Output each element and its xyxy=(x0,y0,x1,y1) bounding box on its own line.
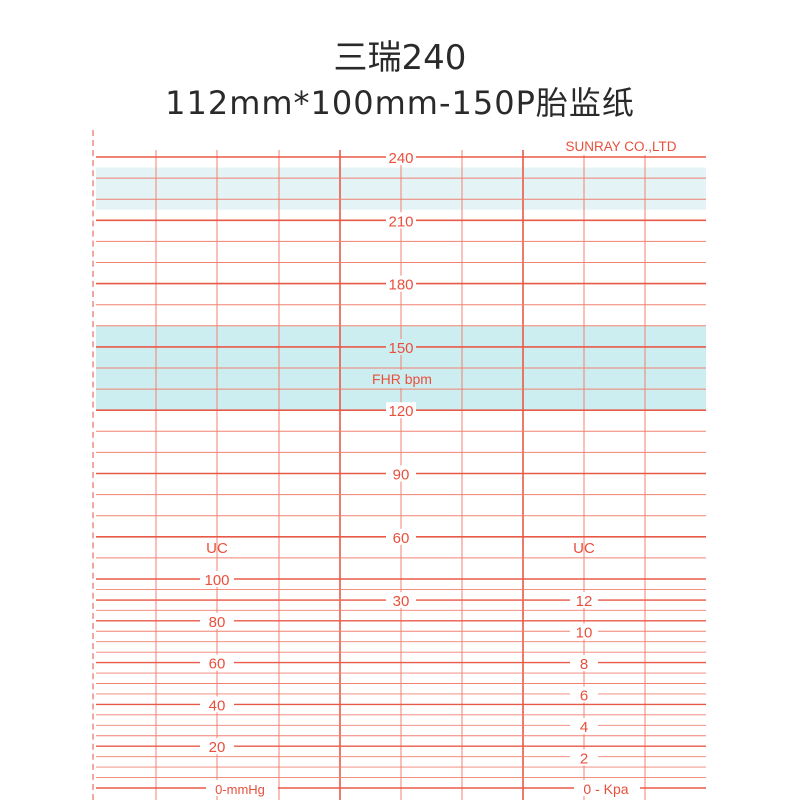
uc-left-label: 100 xyxy=(204,572,229,589)
fhr-label-bg xyxy=(386,212,416,229)
uc-left-label-bg xyxy=(200,696,234,713)
fhr-label-bg xyxy=(386,275,416,292)
fhr-label-bg xyxy=(386,338,416,355)
uc-right-label: 4 xyxy=(580,719,588,736)
product-spec: 112mm*100mm-150P胎监纸 xyxy=(165,84,635,122)
fhr-scale-label: 30 xyxy=(393,593,410,610)
uc-right-zero-label: 0 - Kpa xyxy=(583,781,628,797)
uc-right-label: 10 xyxy=(576,625,593,642)
uc-right-label: 8 xyxy=(580,656,588,673)
paper-perforation xyxy=(92,130,96,800)
uc-left-label-bg xyxy=(200,738,234,755)
uc-right-label-bg xyxy=(570,655,598,671)
product-title: 三瑞240 xyxy=(333,38,467,78)
uc-left-label-bg xyxy=(200,654,234,671)
fhr-label-bg xyxy=(386,465,416,482)
uc-right-label: 2 xyxy=(580,751,588,768)
uc-right-label-bg xyxy=(570,623,598,640)
uc-right-label: 12 xyxy=(576,593,593,610)
uc-left-title: UC xyxy=(206,540,228,557)
uc-right-label-bg xyxy=(570,592,598,608)
uc-left-label-bg xyxy=(200,612,234,629)
fhr-label-bg xyxy=(386,528,416,545)
uc-left-zero-bg xyxy=(206,780,278,796)
fhr-scale-label: 180 xyxy=(388,277,413,294)
uc-right-label: 6 xyxy=(580,688,588,705)
fhr-label-bg xyxy=(386,592,416,609)
uc-left-label: 40 xyxy=(209,697,226,714)
fhr-scale-label: 120 xyxy=(388,403,413,420)
uc-right-label-bg xyxy=(570,718,598,734)
fhr-label-bg xyxy=(386,149,416,165)
fhr-unit-label: FHR bpm xyxy=(372,371,432,387)
uc-left-label: 80 xyxy=(209,614,226,631)
brand-bg xyxy=(548,137,696,155)
fhr-scale-label: 60 xyxy=(393,530,410,547)
brand-label: SUNRAY CO.,LTD xyxy=(565,139,676,154)
uc-right-zero-bg xyxy=(574,780,640,796)
uc-right-label-bg xyxy=(570,686,598,703)
uc-left-label: 60 xyxy=(209,656,226,673)
uc-right-title: UC xyxy=(573,540,595,557)
fhr-scale-label: 90 xyxy=(393,467,410,484)
fhr-label-bg xyxy=(386,402,416,419)
fhr-scale-label: 240 xyxy=(388,150,413,167)
uc-left-label-bg xyxy=(200,571,234,587)
fhr-scale-label: 150 xyxy=(388,340,413,357)
uc-left-zero-label: 0-mmHg xyxy=(215,782,265,797)
fhr-unit-bg xyxy=(364,370,440,388)
uc-right-label-bg xyxy=(570,749,598,766)
fhr-scale-label: 210 xyxy=(388,213,413,230)
uc-left-label: 20 xyxy=(209,739,226,756)
